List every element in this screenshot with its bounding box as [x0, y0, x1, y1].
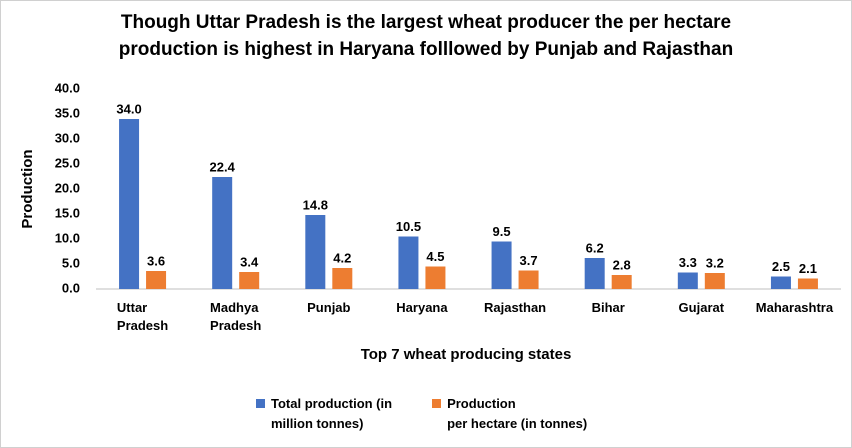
- legend-label: Production per hectare (in tonnes): [447, 396, 588, 431]
- value-label: 3.3: [679, 255, 697, 270]
- bar: [518, 270, 539, 289]
- value-label: 3.7: [520, 253, 538, 268]
- legend-item: Production per hectare (in tonnes): [432, 394, 587, 434]
- bar: [770, 276, 791, 289]
- x-tick-label: Bihar: [591, 300, 625, 315]
- value-label: 34.0: [116, 101, 141, 116]
- bar: [704, 273, 725, 289]
- value-label: 3.2: [706, 255, 724, 270]
- bar: [398, 236, 419, 289]
- y-tick-label: 35.0: [55, 105, 80, 120]
- value-label: 3.4: [240, 254, 259, 269]
- value-label: 22.4: [210, 159, 236, 174]
- bar: [611, 275, 632, 289]
- value-label: 3.6: [147, 253, 165, 268]
- bar: [584, 258, 605, 289]
- bar: [797, 278, 818, 289]
- legend-swatch: [256, 399, 265, 408]
- y-tick-label: 15.0: [55, 205, 80, 220]
- x-tick-label: Uttar Pradesh: [116, 300, 169, 333]
- y-axis-title: Production: [19, 149, 36, 228]
- x-tick-label-box: Haryana: [372, 299, 472, 317]
- value-label: 9.5: [493, 224, 511, 239]
- value-label: 6.2: [586, 240, 604, 255]
- value-label: 4.2: [333, 250, 351, 265]
- x-tick-label-box: Rajasthan: [465, 299, 565, 317]
- bar: [212, 177, 233, 289]
- x-tick-label-box: Madhya Pradesh: [186, 299, 286, 335]
- value-label: 2.5: [772, 259, 790, 274]
- y-tick-label: 30.0: [55, 130, 80, 145]
- x-tick-label-box: Bihar: [558, 299, 658, 317]
- bar: [239, 272, 260, 289]
- bar: [425, 266, 446, 289]
- x-tick-label-box: Gujarat: [651, 299, 751, 317]
- y-tick-label: 0.0: [62, 280, 80, 295]
- y-tick-label: 25.0: [55, 155, 80, 170]
- x-tick-label-box: Punjab: [279, 299, 379, 317]
- x-tick-label-box: Maharashtra: [744, 299, 844, 317]
- x-axis-title: Top 7 wheat producing states: [360, 346, 572, 363]
- x-tick-label: Haryana: [396, 300, 448, 315]
- bar: [677, 272, 698, 289]
- value-label: 2.8: [613, 257, 631, 272]
- x-tick-label: Maharashtra: [755, 300, 834, 315]
- bar: [491, 241, 512, 289]
- y-tick-label: 5.0: [62, 255, 80, 270]
- chart-title: Though Uttar Pradesh is the largest whea…: [118, 12, 734, 60]
- y-tick-label: 10.0: [55, 230, 80, 245]
- value-label: 10.5: [396, 219, 421, 234]
- bar: [119, 119, 140, 289]
- x-tick-label: Madhya Pradesh: [210, 300, 262, 333]
- x-tick-label: Punjab: [307, 300, 351, 315]
- bar: [305, 215, 326, 289]
- y-tick-label: 20.0: [55, 180, 80, 195]
- legend-label: Total production (in million tonnes): [271, 396, 393, 431]
- value-label: 2.1: [799, 261, 817, 276]
- bar: [146, 271, 167, 289]
- legend-swatch: [432, 399, 442, 408]
- value-label: 4.5: [426, 249, 444, 264]
- legend-item: Total production (in million tonnes): [256, 394, 392, 434]
- legend: Total production (in million tonnes) Prod…: [256, 394, 587, 434]
- value-label: 14.8: [303, 197, 328, 212]
- bar: [332, 268, 353, 289]
- x-tick-label: Gujarat: [678, 300, 725, 315]
- x-tick-label: Rajasthan: [483, 300, 547, 315]
- x-tick-label-box: Uttar Pradesh: [93, 299, 193, 335]
- y-tick-label: 40.0: [55, 80, 80, 95]
